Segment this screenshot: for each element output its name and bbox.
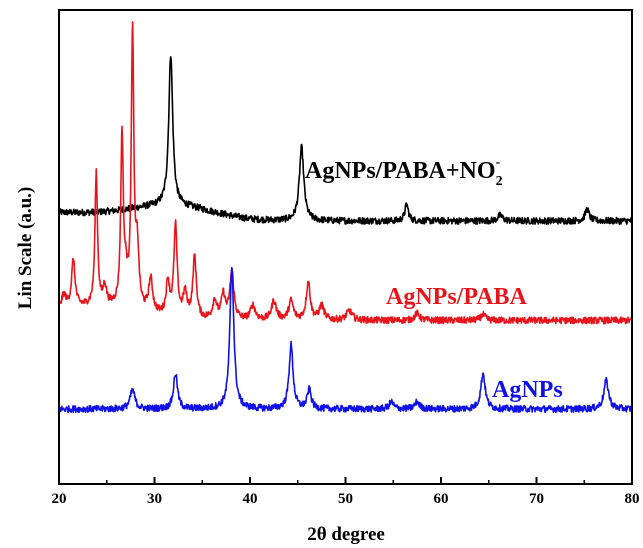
- series-label-agnps-paba-no2-superscript: -: [496, 155, 501, 170]
- x-tick-label: 40: [243, 491, 258, 507]
- series-line-agnps-paba: [58, 21, 633, 325]
- x-axis-title: 2θ degree: [307, 524, 385, 545]
- series-label-agnps: AgNPs: [492, 377, 563, 403]
- series-label-agnps-paba: AgNPs/PABA: [386, 284, 528, 310]
- tick-layer: 20 30 40 50 60 70 80: [52, 477, 640, 507]
- x-tick-label: 50: [338, 491, 353, 507]
- x-tick-label: 70: [529, 491, 544, 507]
- series-label-agnps-paba-no2: AgNPs/PABA+NO2 -: [305, 155, 503, 189]
- series-label-agnps-paba-no2-subscript: 2: [496, 174, 503, 189]
- x-tick-label: 20: [52, 491, 67, 507]
- plot-frame: [58, 9, 633, 485]
- y-axis-title: Lin Scale (a.u.): [15, 187, 36, 309]
- series-layer: [58, 21, 633, 414]
- series-line-agnps-paba-no: [58, 56, 633, 225]
- series-label-agnps-paba-no2-main: AgNPs/PABA+NO: [305, 158, 496, 184]
- series-line-agnps: [58, 266, 633, 414]
- x-tick-label: 30: [147, 491, 162, 507]
- x-tick-label: 60: [434, 491, 449, 507]
- plot-area: 20 30 40 50 60 70 80: [52, 9, 640, 507]
- x-tick-label: 80: [625, 491, 640, 507]
